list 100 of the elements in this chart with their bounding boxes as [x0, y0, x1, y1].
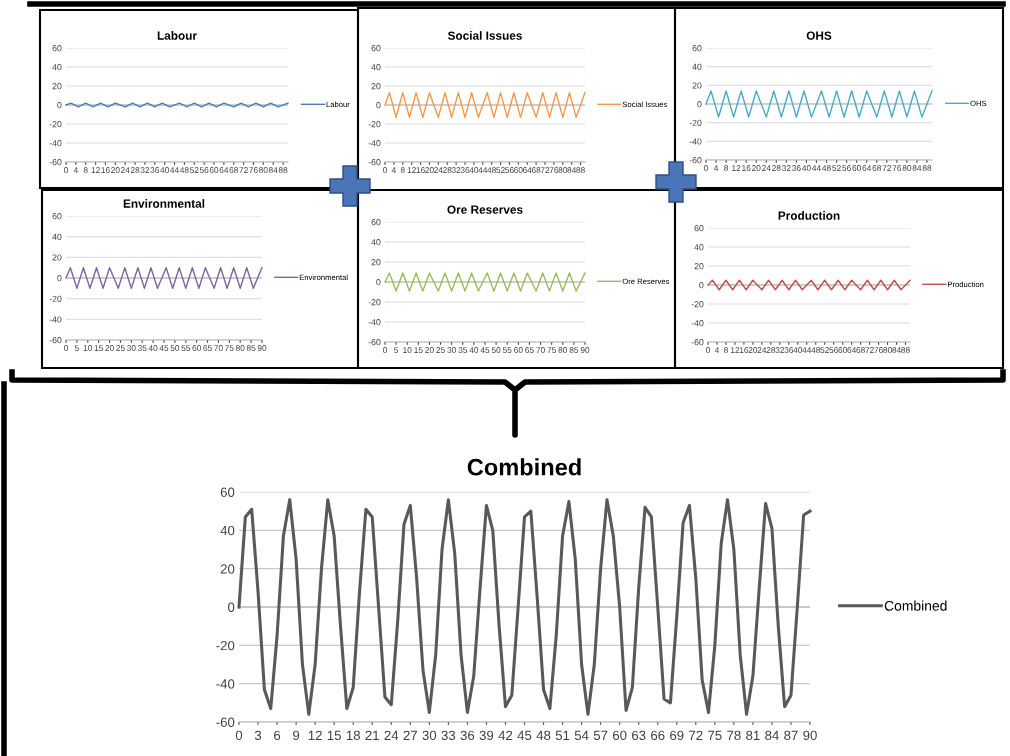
x-tick-label: 20: [748, 347, 758, 353]
x-tick-label: 3: [254, 730, 262, 741]
x-tick-label: 64: [862, 165, 872, 171]
x-tick-label: 40: [793, 347, 803, 353]
x-tick-label: 12: [732, 165, 741, 171]
y-tick-label: -20: [368, 299, 381, 306]
x-tick-label: 69: [670, 730, 684, 741]
y-tick-label: 0: [376, 102, 381, 109]
y-tick-label: -40: [691, 320, 704, 327]
x-tick-label: 57: [593, 730, 608, 741]
x-tick-label: 51: [555, 730, 570, 741]
x-tick-label: 12: [308, 730, 322, 740]
x-tick-label: 80: [235, 345, 245, 351]
x-tick-label: 80: [902, 165, 912, 171]
chart-title: Production: [778, 211, 840, 220]
x-tick-label: 60: [514, 347, 523, 353]
x-tick-label: 63: [632, 730, 646, 741]
x-tick-label: 44: [478, 167, 488, 173]
x-tick-label: 76: [892, 165, 902, 171]
y-tick-label: -40: [368, 140, 381, 147]
x-tick-label: 88: [576, 167, 585, 173]
x-tick-label: 36: [784, 347, 794, 353]
x-tick-label: 76: [249, 167, 258, 173]
x-tick-label: 56: [199, 167, 209, 173]
x-tick-label: 10: [403, 347, 412, 353]
x-tick-label: 24: [762, 165, 771, 171]
x-tick-label: 64: [847, 347, 857, 353]
x-tick-label: 54: [574, 730, 589, 741]
x-tick-label: 4: [713, 165, 719, 171]
x-tick-label: 50: [491, 347, 501, 353]
x-tick-label: 5: [74, 345, 79, 351]
x-tick-label: 36: [460, 730, 475, 741]
x-tick-label: 32: [140, 167, 150, 173]
x-tick-label: 36: [792, 165, 801, 171]
x-tick-label: 45: [480, 347, 490, 353]
x-tick-label: 16: [742, 165, 751, 171]
x-tick-label: 35: [137, 345, 147, 351]
y-tick-label: 20: [692, 82, 702, 89]
x-tick-label: 90: [803, 730, 817, 741]
x-tick-label: 60: [613, 730, 627, 741]
x-tick-label: 24: [434, 167, 443, 173]
y-tick-label: -20: [691, 301, 704, 308]
x-tick-label: 44: [170, 167, 179, 173]
x-tick-label: 27: [403, 730, 417, 740]
x-tick-label: 25: [436, 347, 445, 353]
y-tick-label: -60: [368, 339, 381, 346]
x-tick-label: 72: [865, 347, 874, 353]
x-tick-label: 72: [882, 165, 892, 171]
y-tick-label: -60: [49, 159, 62, 166]
y-tick-label: 40: [52, 64, 62, 71]
y-tick-label: 20: [52, 83, 62, 90]
x-tick-label: 64: [219, 167, 229, 173]
x-tick-label: 32: [775, 347, 785, 353]
x-tick-label: 45: [159, 345, 169, 351]
y-tick-label: 0: [699, 282, 704, 289]
y-tick-label: 40: [694, 244, 704, 251]
x-tick-label: 20: [425, 167, 434, 173]
x-tick-label: 68: [872, 165, 882, 171]
x-tick-label: 56: [829, 347, 838, 353]
y-tick-label: -40: [49, 316, 62, 323]
x-tick-label: 12: [91, 167, 100, 173]
x-tick-label: 60: [514, 167, 523, 173]
x-tick-label: 4: [73, 167, 78, 173]
x-tick-label: 75: [708, 730, 722, 741]
x-tick-label: 28: [443, 167, 452, 173]
y-tick-label: -20: [49, 295, 62, 302]
y-tick-label: -20: [216, 640, 235, 651]
x-tick-label: 68: [856, 347, 865, 353]
x-tick-label: 25: [116, 345, 125, 351]
chart-title: Environmental: [123, 199, 205, 208]
x-tick-label: 0: [64, 167, 68, 173]
chart-title: OHS: [806, 31, 832, 40]
x-tick-label: 48: [487, 167, 496, 173]
y-tick-label: 60: [220, 487, 235, 497]
x-tick-label: 75: [225, 345, 234, 351]
x-tick-label: 40: [160, 167, 169, 173]
x-tick-label: 64: [523, 167, 532, 173]
y-tick-label: 20: [371, 259, 381, 266]
chart-title: Labour: [157, 31, 197, 40]
x-tick-label: 60: [209, 167, 219, 173]
x-tick-label: 8: [400, 167, 405, 173]
x-tick-label: 8: [724, 347, 728, 353]
y-tick-label: -60: [49, 337, 62, 344]
x-tick-label: 44: [802, 347, 812, 353]
x-tick-label: 55: [502, 347, 512, 353]
y-tick-label: -60: [691, 339, 704, 346]
chart-title: Combined: [467, 458, 581, 476]
x-tick-label: 10: [83, 345, 93, 351]
y-tick-label: 60: [371, 45, 381, 52]
x-tick-label: 45: [517, 730, 532, 741]
x-tick-label: 20: [425, 347, 434, 353]
y-tick-label: 60: [371, 219, 381, 226]
x-tick-label: 72: [239, 167, 248, 173]
x-tick-label: 48: [811, 347, 821, 353]
x-tick-label: 65: [525, 347, 534, 353]
x-tick-label: 78: [727, 730, 741, 741]
x-tick-label: 4: [714, 347, 720, 353]
y-tick-label: 20: [694, 263, 704, 270]
x-tick-label: 28: [766, 347, 776, 353]
x-tick-label: 30: [127, 345, 136, 351]
